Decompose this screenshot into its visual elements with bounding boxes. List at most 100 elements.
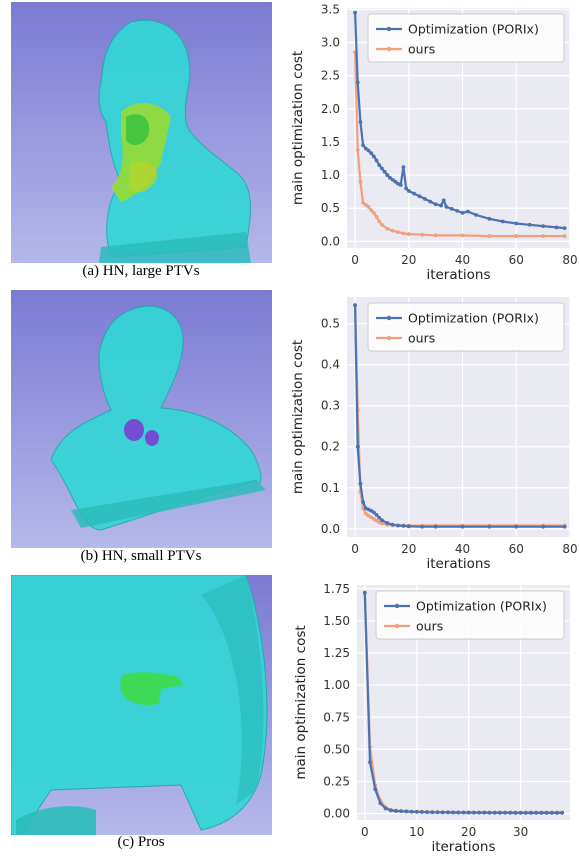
data-point xyxy=(406,189,411,193)
y-axis-label: main optimization cost xyxy=(293,625,309,779)
data-point xyxy=(474,212,478,217)
x-tick-label: 60 xyxy=(509,253,524,267)
data-point xyxy=(399,809,404,814)
data-point xyxy=(358,120,363,124)
y-tick-label: 1.25 xyxy=(323,646,350,660)
chart-hn-large: 0 20 40 60 80 0.0 0.5 1.0 1.5 2.0 2.5 3.0 3.5 iterati… xyxy=(290,2,578,283)
data-point xyxy=(440,810,445,815)
data-point xyxy=(377,515,382,520)
data-point xyxy=(449,206,454,211)
data-point xyxy=(513,811,518,815)
data-point xyxy=(420,232,425,237)
y-axis-label: main optimization cost xyxy=(290,51,306,205)
data-point xyxy=(446,810,450,815)
x-tick-label: 60 xyxy=(509,542,524,556)
x-tick-label: 20 xyxy=(401,253,416,267)
x-tick-label: 10 xyxy=(409,825,424,839)
data-point xyxy=(514,221,519,226)
data-point xyxy=(374,214,379,219)
data-point xyxy=(534,811,539,815)
data-point xyxy=(385,226,390,231)
data-point xyxy=(361,506,366,511)
x-axis-label: iterations xyxy=(431,839,495,855)
data-point xyxy=(435,810,440,815)
y-tick-label: 0.25 xyxy=(323,774,350,788)
data-point xyxy=(514,234,519,238)
data-point xyxy=(539,811,544,815)
x-tick-label: 80 xyxy=(562,253,577,267)
y-axis-label: main optimization cost xyxy=(290,340,306,494)
data-point xyxy=(497,810,502,815)
y-tick-label: 1.00 xyxy=(323,678,350,692)
data-point xyxy=(369,151,374,156)
data-point xyxy=(523,811,528,815)
data-point xyxy=(390,228,395,233)
y-tick-label: 0.4 xyxy=(321,358,340,372)
data-point xyxy=(398,183,403,187)
x-tick-label: 40 xyxy=(455,542,470,556)
legend-marker xyxy=(386,335,392,341)
chart-pros: 0 10 20 30 0.00 0.25 0.50 0.75 1.00 1.25 1.50 1.75 i… xyxy=(293,582,570,855)
data-point xyxy=(541,224,546,229)
data-point xyxy=(380,518,384,523)
data-point xyxy=(487,234,492,238)
legend-label: ours xyxy=(416,619,443,634)
legend-label: Optimization (PORIx) xyxy=(408,311,539,326)
caption-b: (b) HN, small PTVs xyxy=(80,548,202,564)
data-point xyxy=(409,809,414,814)
data-point xyxy=(560,811,565,815)
data-point xyxy=(362,590,367,595)
data-point xyxy=(406,524,411,529)
data-point xyxy=(366,204,371,209)
y-tick-label: 3.5 xyxy=(321,2,340,16)
data-point xyxy=(503,810,507,815)
data-point xyxy=(371,154,376,159)
data-point xyxy=(358,481,363,486)
data-point xyxy=(441,198,446,203)
x-tick-label: 80 xyxy=(562,542,577,556)
y-tick-label: 0.0 xyxy=(321,234,340,248)
legend-box xyxy=(367,302,565,352)
data-point xyxy=(487,216,492,221)
data-point xyxy=(487,524,492,529)
data-point xyxy=(433,233,438,238)
caption-a: (a) HN, large PTVs xyxy=(82,263,200,279)
data-point xyxy=(412,191,417,196)
render-pros xyxy=(11,575,272,835)
y-tick-label: 1.5 xyxy=(321,135,340,149)
data-point xyxy=(562,524,567,529)
data-point xyxy=(430,810,435,815)
data-point xyxy=(363,511,368,516)
data-point xyxy=(466,810,471,815)
chart-hn-small: 0 20 40 60 80 0.0 0.1 0.2 0.3 0.4 0.5 iterations mai… xyxy=(290,297,578,572)
data-point xyxy=(555,811,559,815)
data-point xyxy=(456,810,461,815)
data-point xyxy=(382,169,387,174)
data-point xyxy=(363,146,368,151)
legend-marker xyxy=(394,623,400,629)
data-point xyxy=(353,10,357,15)
y-tick-label: 2.5 xyxy=(321,69,340,83)
data-point xyxy=(425,810,430,815)
x-tick-label: 0 xyxy=(351,253,359,267)
legend-marker xyxy=(386,26,392,32)
render-hn-small xyxy=(11,290,272,548)
data-point xyxy=(369,208,374,213)
y-tick-label: 0.3 xyxy=(321,399,340,413)
data-point xyxy=(396,230,400,234)
data-point xyxy=(417,194,422,199)
data-point xyxy=(529,811,533,815)
data-point xyxy=(388,175,392,180)
data-point xyxy=(471,810,476,815)
legend-marker xyxy=(386,46,392,52)
x-tick-label: 30 xyxy=(513,825,528,839)
y-tick-label: 0.75 xyxy=(323,710,350,724)
data-point xyxy=(361,500,366,505)
data-point xyxy=(554,225,559,230)
data-point xyxy=(401,231,406,236)
data-point xyxy=(380,166,384,171)
data-point xyxy=(353,303,357,308)
data-point xyxy=(420,524,425,529)
data-point xyxy=(361,143,366,148)
data-point xyxy=(562,234,567,238)
